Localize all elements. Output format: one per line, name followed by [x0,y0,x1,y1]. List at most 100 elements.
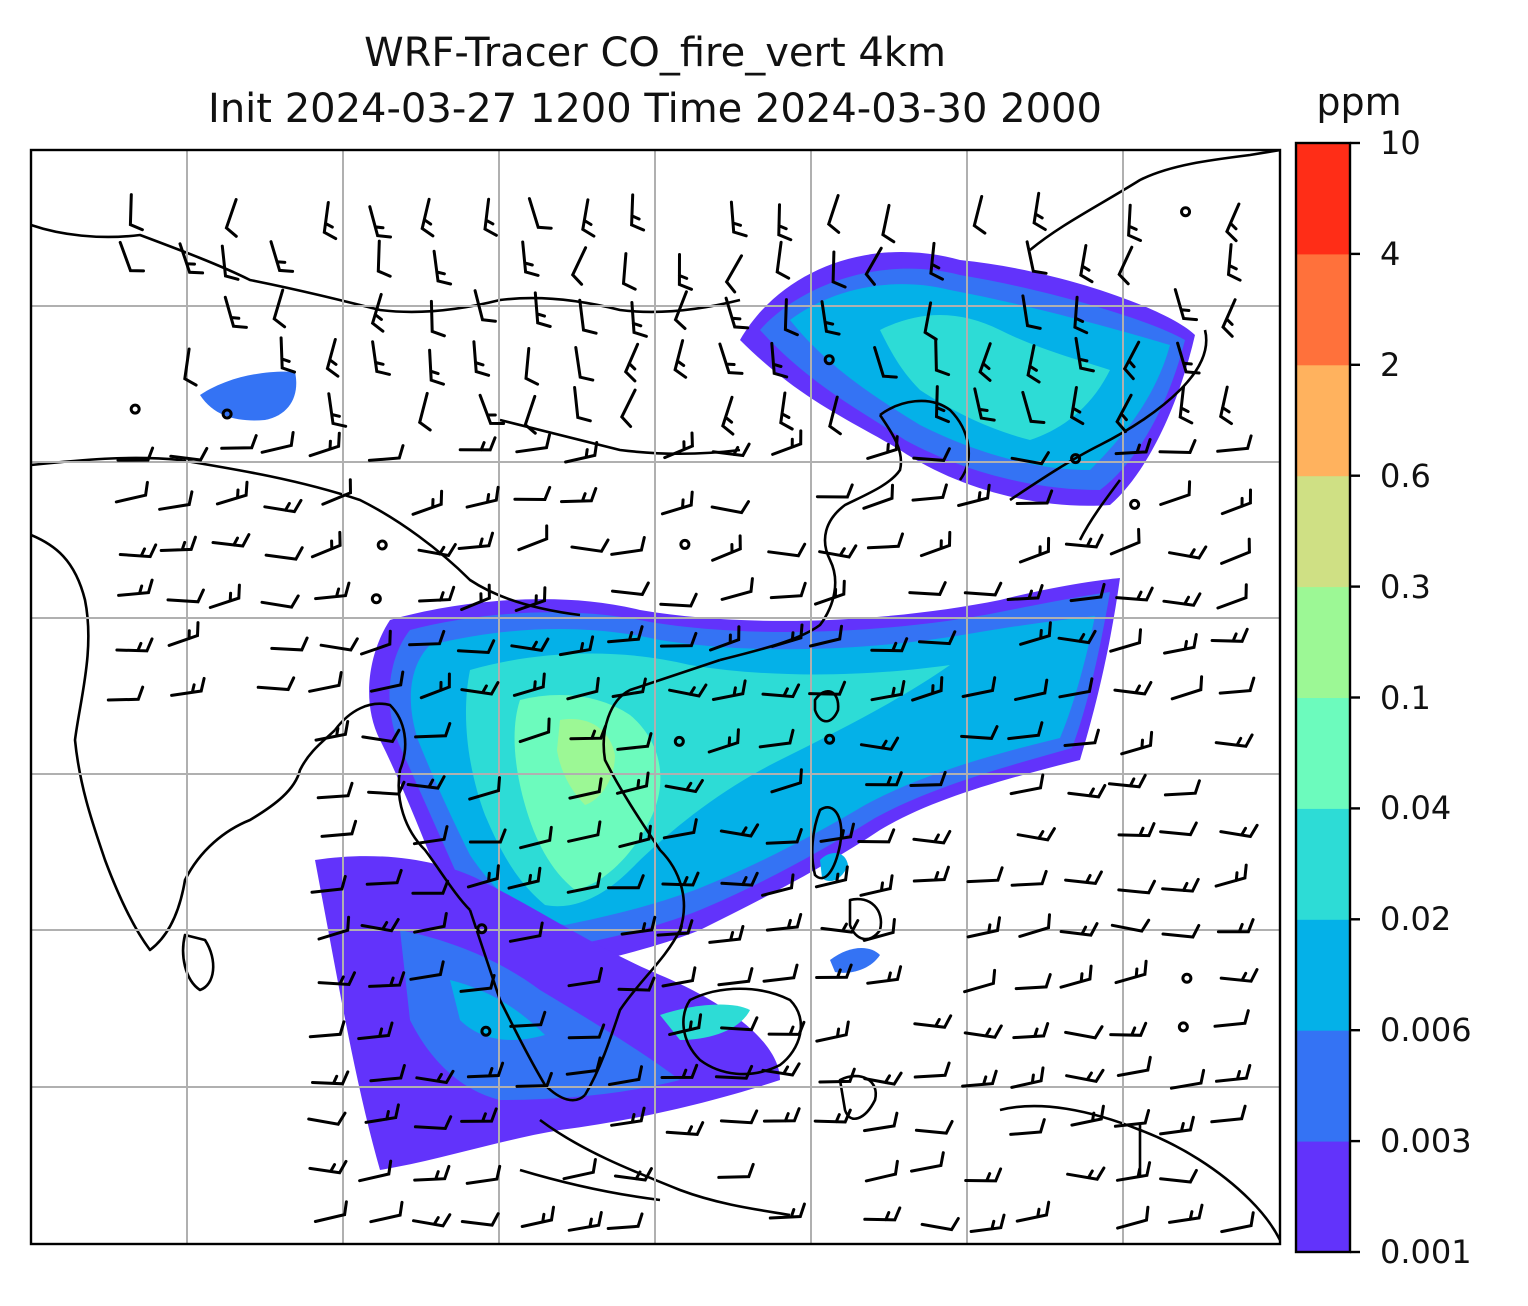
wind-barb [567,1023,606,1040]
wind-barb [1214,863,1248,888]
wind-calm-marker [1070,453,1082,465]
wind-barb [1218,676,1256,695]
wind-barb [611,677,647,698]
wind-barb [567,967,603,988]
wind-barb [568,777,603,800]
wind-barb [1159,480,1192,506]
wind-barb [364,1103,400,1124]
wind-barb [709,625,741,652]
wind-barb [761,873,795,897]
wind-barb [223,295,248,329]
wind-barb [1009,1118,1046,1136]
wind-barb [361,728,401,744]
wind-barb [619,388,637,428]
wind-barb [260,431,295,454]
wind-barb [661,871,700,887]
wind-barb [1012,1022,1050,1040]
wind-barb [1225,202,1241,243]
wind-barb [370,292,385,333]
wind-calm-marker [1129,498,1141,510]
wind-barb [1074,336,1095,373]
wind-barb [1163,633,1198,655]
wind-barb [270,636,309,652]
wind-barb [969,1213,1006,1233]
wind-barb [368,205,392,239]
wind-barb [1159,1115,1195,1136]
wind-calm-marker [476,923,488,935]
colorbar-segment [1296,253,1350,366]
wind-barb [325,338,340,378]
wind-barb [117,578,154,597]
wind-barb [564,441,599,464]
wind-barb [220,434,258,450]
wind-barb [1064,533,1104,549]
wind-barb [1220,488,1252,516]
wind-barb [167,621,200,647]
wind-barb [771,429,803,456]
wind-barb [483,197,498,237]
wind-barb [465,485,500,509]
wind-barb [720,1016,759,1032]
wind-barb [1159,1168,1198,1184]
wind-barb [1219,823,1259,839]
colorbar-unit-label: ppm [1316,80,1402,124]
wind-barb [966,866,1004,884]
wind-barb [718,342,744,375]
wind-barb [866,435,899,460]
wind-barb [515,433,551,454]
wind-barb [966,916,1001,939]
wind-barb [365,868,403,886]
wind-barb [260,594,300,609]
wind-barb [279,336,296,374]
wind-barb [1216,583,1248,610]
wind-barb [1069,582,1106,603]
wind-barb [724,254,743,294]
wind-barb [963,581,1003,597]
wind-barb [1113,1109,1151,1128]
wind-barb [909,770,947,787]
wind-barb [468,828,507,844]
wind-barb [815,1020,850,1043]
wind-barb [308,1159,348,1175]
wind-barb [524,347,540,386]
wind-barb [428,348,445,386]
wind-barb [1016,827,1056,842]
wind-barb [118,240,145,273]
wind-barb [519,825,553,850]
wind-barb [272,288,287,329]
wind-barb [719,823,760,838]
wind-barb [1026,344,1041,384]
wind-barb [211,533,251,548]
coastline-malay-peninsula [468,909,586,1102]
wind-barb [610,1106,646,1127]
wind-barb [668,1013,703,1036]
wind-barb [507,866,542,890]
wind-barb [1059,922,1099,937]
wind-barb [514,586,547,612]
colorbar-segment [1296,697,1350,809]
wind-barb [178,242,205,275]
wind-barb [166,588,205,604]
wind-barb [408,629,446,647]
wind-barb [1015,489,1054,505]
wind-barb [934,338,951,377]
wind-barb [411,879,450,895]
wind-barb [1073,295,1089,335]
wind-barb [1173,288,1198,322]
wind-barb [972,195,987,235]
wind-barb [1021,390,1046,424]
wind-barb [814,579,846,606]
wind-barb [1116,1205,1150,1230]
wind-barb [1216,918,1255,934]
wind-barb [369,1200,404,1224]
wind-calm-marker [480,1025,492,1037]
wind-barb [565,1056,602,1076]
wind-barb [321,478,353,506]
wind-barb [518,717,551,744]
wind-barb [611,581,650,597]
wind-barb [660,490,694,516]
wind-barb [412,825,449,846]
wind-barbs [106,191,1259,1234]
wind-barb [308,671,343,693]
wind-barb [1018,536,1051,564]
